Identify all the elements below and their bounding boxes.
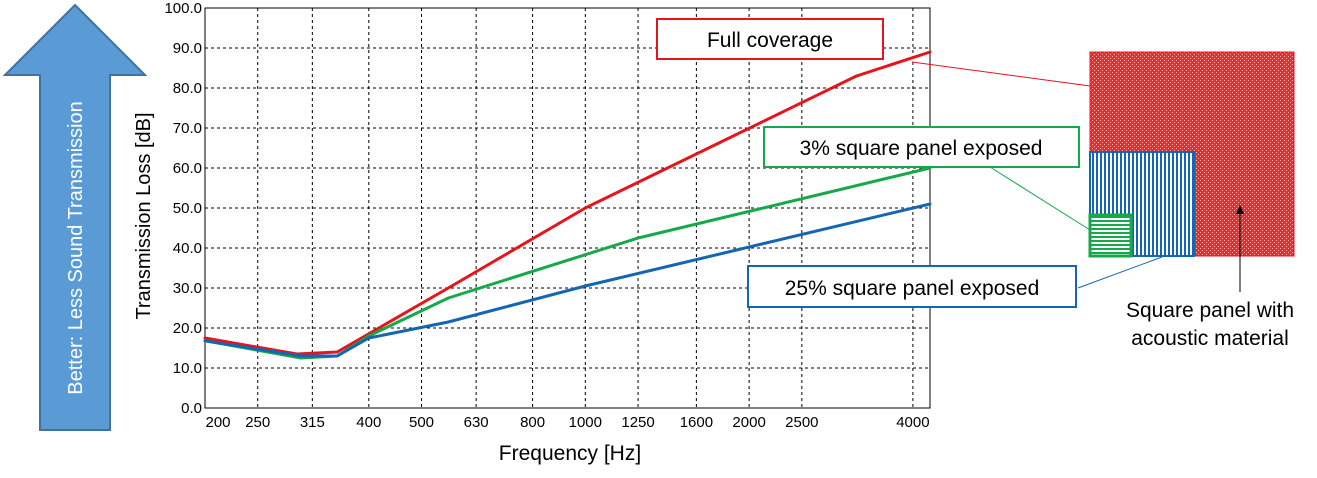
x-axis-title: Frequency [Hz]: [499, 442, 641, 465]
better-arrow: Better: Less Sound Transmission: [2, 3, 148, 431]
y-axis-title: Transmission Loss [dB]: [133, 112, 155, 319]
callout-25pct-box: [747, 265, 1077, 308]
series-line: [203, 166, 932, 360]
y-tick-label: 30.0: [173, 280, 202, 297]
x-tick-label: 250: [245, 414, 270, 431]
y-tick-label: 60.0: [173, 160, 202, 177]
callout-3pct-box: [763, 126, 1080, 168]
x-tick-label: 630: [464, 414, 489, 431]
x-tick-label: 315: [300, 414, 325, 431]
y-tick-label: 20.0: [173, 320, 202, 337]
better-arrow-label: Better: Less Sound Transmission: [65, 101, 87, 394]
y-tick-label: 10.0: [173, 360, 202, 377]
x-tick-label: 800: [520, 414, 545, 431]
callout-full-coverage: Full coverage: [656, 18, 884, 60]
connector-full: [911, 61, 1091, 87]
y-tick-label: 50.0: [173, 200, 202, 217]
x-tick-label: 400: [356, 414, 381, 431]
y-tick-label: 40.0: [173, 240, 202, 257]
x-tick-label: 1250: [621, 414, 654, 431]
y-tick-label: 80.0: [173, 80, 202, 97]
connector-25pct: [1077, 256, 1163, 289]
plot-area: 0.0 10.0 20.0 30.0 40.0 50.0 60.0 70.0 80.0 90.0 1…: [164, 0, 932, 431]
x-tick-label: 1000: [569, 414, 602, 431]
callout-25pct: 25% square panel exposed: [747, 265, 1077, 308]
x-tick-label: 500: [409, 414, 434, 431]
x-tick-label: 2500: [785, 414, 818, 431]
better-arrow-shape: [2, 3, 148, 431]
callout-25pct-label: 25% square panel exposed: [785, 277, 1040, 300]
y-tick-label: 0.0: [181, 400, 202, 417]
panel-pointer-head: [1236, 205, 1244, 214]
x-tick-labels: 200 250 315 400 500 630 800 1000 1250 1600 2000 250…: [205, 414, 929, 431]
x-tick-label: 1600: [680, 414, 713, 431]
y-tick-labels: 0.0 10.0 20.0 30.0 40.0 50.0 60.0 70.0 80.0 90.0 1…: [164, 0, 202, 417]
callout-3pct: 3% square panel exposed: [763, 126, 1080, 168]
panel-caption-line2: acoustic material: [1131, 327, 1289, 350]
callout-full-coverage-box: [656, 18, 884, 60]
x-tick-label: 2000: [732, 414, 765, 431]
panel-caption-line1: Square panel with: [1126, 299, 1294, 322]
y-tick-label: 70.0: [173, 120, 202, 137]
connector-3pct: [989, 166, 1091, 231]
series-line: [203, 202, 932, 358]
series-lines: [203, 50, 932, 360]
x-tick-label: 4000: [896, 414, 929, 431]
panel-3pct-exposed: [1088, 213, 1133, 258]
y-tick-label: 100.0: [164, 0, 202, 17]
y-tick-label: 90.0: [173, 40, 202, 57]
x-tick-label: 200: [205, 414, 230, 431]
callout-full-coverage-label: Full coverage: [707, 29, 833, 52]
panel-illustration: Square panel with acoustic material: [1088, 51, 1295, 350]
callout-3pct-label: 3% square panel exposed: [800, 137, 1043, 160]
